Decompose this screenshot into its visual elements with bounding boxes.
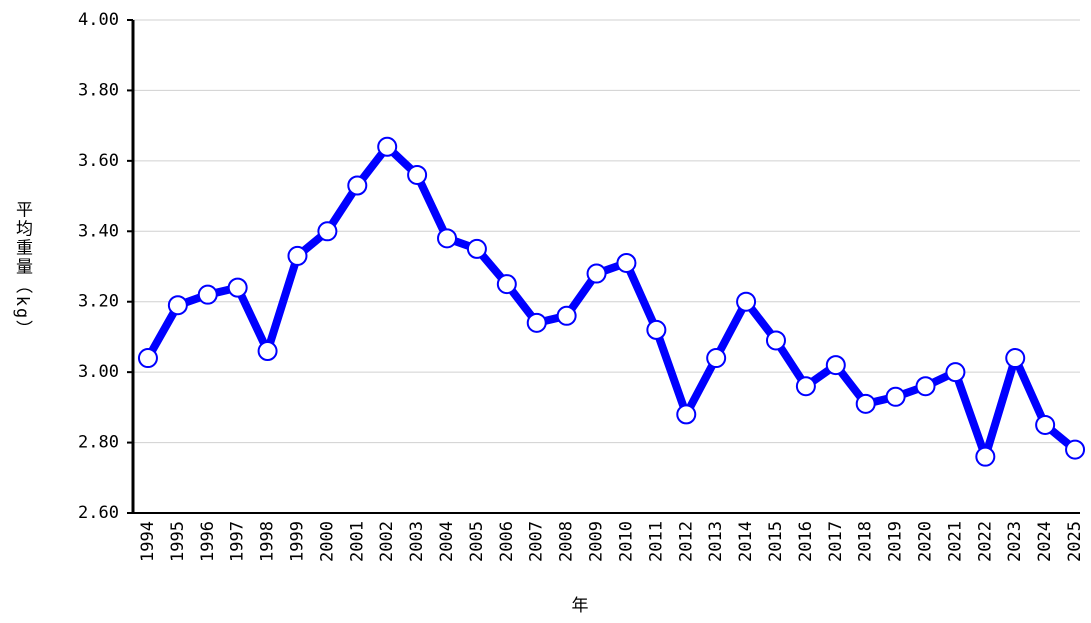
marker	[915, 376, 936, 397]
x-tick-label: 2025	[1065, 521, 1085, 562]
x-tick-label: 1998	[258, 521, 278, 562]
marker	[1005, 348, 1026, 369]
marker	[885, 386, 906, 407]
marker	[676, 404, 697, 425]
x-tick-label: 2015	[766, 521, 786, 562]
marker	[377, 136, 398, 157]
x-tick-label: 2002	[377, 521, 397, 562]
x-tick-label: 2009	[587, 521, 607, 562]
y-tick-label: 2.60	[78, 503, 119, 523]
y-tick-label: 3.20	[78, 292, 119, 312]
x-tick-label: 2024	[1035, 521, 1055, 562]
x-tick-label: 2007	[527, 521, 547, 562]
marker	[437, 228, 458, 249]
x-tick-label: 2003	[407, 521, 427, 562]
x-tick-label: 2021	[945, 521, 965, 562]
y-tick-label: 3.60	[78, 151, 119, 171]
x-tick-label: 2006	[497, 521, 517, 562]
x-tick-label: 2008	[557, 521, 577, 562]
marker	[855, 393, 876, 414]
y-tick-label: 3.80	[78, 80, 119, 100]
marker	[257, 341, 278, 362]
x-tick-label: 2000	[317, 521, 337, 562]
marker	[706, 348, 727, 369]
y-axis-label: 平均重量（kg）	[12, 201, 33, 339]
marker	[197, 284, 218, 305]
marker	[317, 221, 338, 242]
x-tick-label: 2011	[646, 521, 666, 562]
marker	[825, 355, 846, 376]
x-tick-label: 2012	[676, 521, 696, 562]
x-tick-label: 2013	[706, 521, 726, 562]
y-tick-label: 3.40	[78, 221, 119, 241]
x-tick-label: 2016	[796, 521, 816, 562]
marker	[616, 252, 637, 273]
marker	[227, 277, 248, 298]
x-tick-label: 2023	[1005, 521, 1025, 562]
x-tick-label: 2014	[736, 521, 756, 562]
x-tick-label: 2017	[826, 521, 846, 562]
x-tick-label: 1999	[287, 521, 307, 562]
x-tick-label: 2005	[467, 521, 487, 562]
marker	[975, 446, 996, 467]
marker	[167, 295, 188, 316]
marker	[556, 305, 577, 326]
x-tick-label: 2001	[347, 521, 367, 562]
x-axis-label: 年	[572, 596, 589, 616]
marker	[795, 376, 816, 397]
marker	[1035, 414, 1056, 435]
marker	[736, 291, 757, 312]
x-tick-label: 2004	[437, 521, 457, 562]
marker	[1065, 439, 1086, 460]
marker	[407, 164, 428, 185]
y-tick-label: 2.80	[78, 433, 119, 453]
marker	[945, 362, 966, 383]
marker	[347, 175, 368, 196]
marker	[586, 263, 607, 284]
marker	[496, 274, 517, 295]
x-tick-label: 2020	[916, 521, 936, 562]
marker	[137, 348, 158, 369]
x-tick-label: 2010	[616, 521, 636, 562]
x-tick-label: 1995	[168, 521, 188, 562]
marker	[466, 238, 487, 259]
x-tick-label: 2018	[856, 521, 876, 562]
x-tick-label: 1997	[228, 521, 248, 562]
marker	[765, 330, 786, 351]
marker	[287, 245, 308, 266]
y-tick-label: 4.00	[78, 10, 119, 30]
x-tick-label: 2019	[886, 521, 906, 562]
y-tick-label: 3.00	[78, 362, 119, 382]
marker	[646, 319, 667, 340]
x-tick-label: 2022	[975, 521, 995, 562]
x-tick-label: 1994	[138, 521, 158, 562]
x-tick-label: 1996	[198, 521, 218, 562]
marker	[526, 312, 547, 333]
